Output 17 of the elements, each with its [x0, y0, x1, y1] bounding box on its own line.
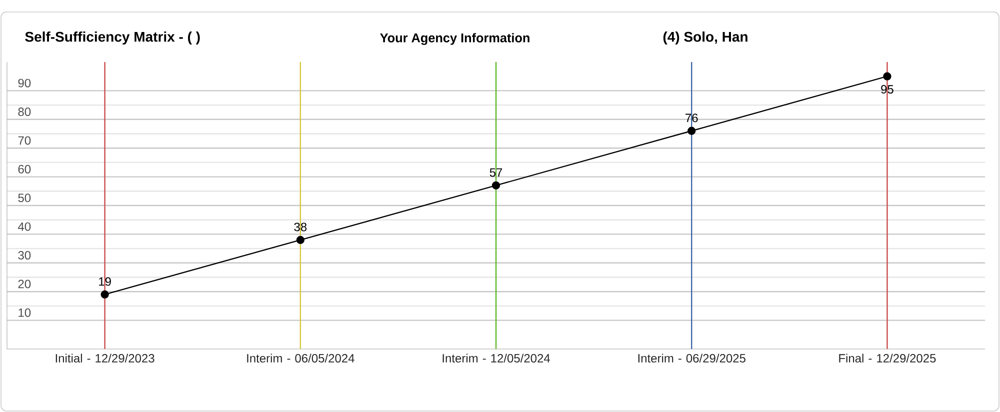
y-tick-label: 50: [18, 194, 31, 202]
y-tick-label: 20: [18, 280, 31, 288]
x-tick-label: Final - 12/29/2025: [839, 354, 936, 363]
x-tick-label: Initial - 12/29/2023: [56, 354, 154, 363]
y-tick-label: 30: [18, 251, 31, 260]
y-tick-label: 70: [18, 136, 31, 145]
chart-title: Self-Sufficiency Matrix - ( ): [25, 31, 200, 45]
y-tick-label: 40: [18, 222, 31, 231]
x-tick-label: Interim - 06/05/2024: [247, 354, 354, 363]
y-tick-label: 10: [18, 308, 31, 317]
y-tick-label: 80: [18, 108, 31, 116]
y-tick-label: 90: [18, 78, 31, 88]
x-tick-label: Interim - 12/05/2024: [442, 354, 550, 363]
x-tick-label: Interim - 06/29/2025: [638, 354, 746, 363]
y-tick-label: 60: [18, 164, 31, 174]
chart-subtitle: Your Agency Information: [380, 33, 530, 45]
text: (4) Solo, Han: [663, 31, 748, 45]
